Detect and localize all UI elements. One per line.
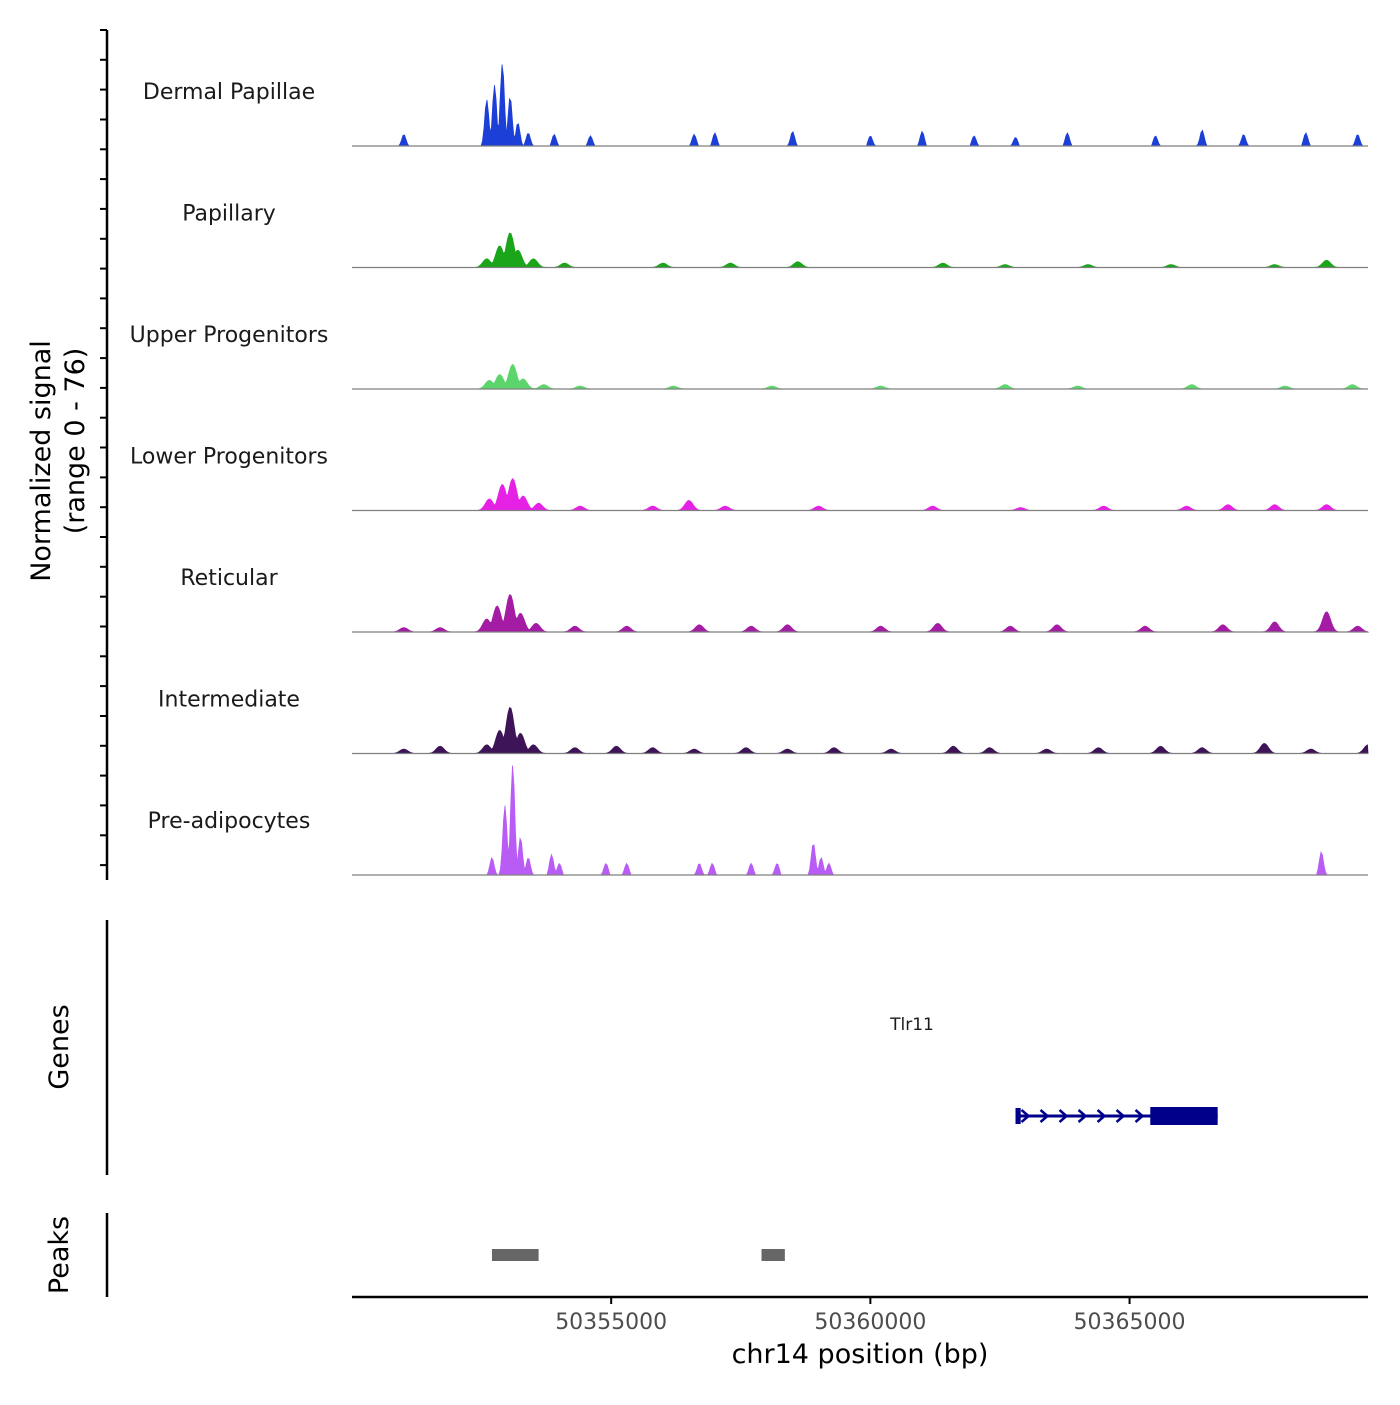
peaks-track-label: Peaks — [44, 1216, 75, 1294]
track-reticular: Reticular — [180, 566, 1370, 633]
gene-strand-arrow — [1039, 1109, 1050, 1123]
track-pre-adipocytes: Pre-adipocytes — [148, 765, 1368, 876]
gene-exon — [1015, 1108, 1021, 1124]
gene-label: Tlr11 — [889, 1015, 934, 1035]
gene-strand-arrow — [1058, 1109, 1069, 1123]
track-signal-area — [352, 594, 1370, 633]
track-label: Papillary — [182, 202, 276, 227]
track-signal-area — [352, 232, 1368, 268]
track-papillary: Papillary — [182, 202, 1368, 269]
gene-strand-arrow — [1096, 1109, 1107, 1123]
gene-tlr11: Tlr11 — [889, 1015, 1218, 1125]
x-tick-label: 50365000 — [1074, 1310, 1186, 1335]
y-axis-title: Normalized signal — [26, 340, 57, 582]
x-axis-title: chr14 position (bp) — [732, 1339, 989, 1370]
x-tick-label: 50360000 — [814, 1310, 926, 1335]
track-signal-area — [352, 478, 1368, 511]
track-label: Intermediate — [158, 688, 300, 713]
x-tick-label: 50355000 — [555, 1310, 667, 1335]
gene-strand-arrow — [1115, 1109, 1126, 1123]
track-signal-area — [352, 765, 1368, 876]
track-label: Lower Progenitors — [130, 445, 328, 470]
gene-strand-arrow — [1020, 1109, 1031, 1123]
track-signal-area — [352, 707, 1369, 754]
track-label: Dermal Papillae — [143, 80, 315, 105]
track-label: Upper Progenitors — [130, 323, 329, 348]
peak-region — [761, 1249, 785, 1261]
gene-strand-arrow — [1077, 1109, 1088, 1123]
track-label: Reticular — [180, 566, 278, 591]
track-lower-progenitors: Lower Progenitors — [130, 445, 1368, 512]
track-intermediate: Intermediate — [158, 688, 1369, 755]
track-upper-progenitors: Upper Progenitors — [130, 323, 1368, 390]
gene-strand-arrow — [1134, 1109, 1145, 1123]
genes-panel: Tlr11 — [105, 920, 1218, 1175]
track-signal-area — [352, 64, 1368, 147]
genes-track-label: Genes — [44, 1004, 75, 1089]
track-signal-area — [352, 363, 1368, 390]
signal-panel: Dermal Papillae Papillary Upper Progenitor… — [100, 29, 1370, 880]
y-axis-range-label: (range 0 - 76) — [60, 348, 91, 535]
peak-region — [491, 1249, 539, 1261]
gene-exon — [1150, 1107, 1218, 1125]
track-label: Pre-adipocytes — [148, 809, 311, 834]
track-dermal-papillae: Dermal Papillae — [143, 64, 1368, 147]
x-axis: 50355000 50360000 50365000 — [352, 1295, 1368, 1335]
peaks-panel — [105, 1213, 785, 1297]
